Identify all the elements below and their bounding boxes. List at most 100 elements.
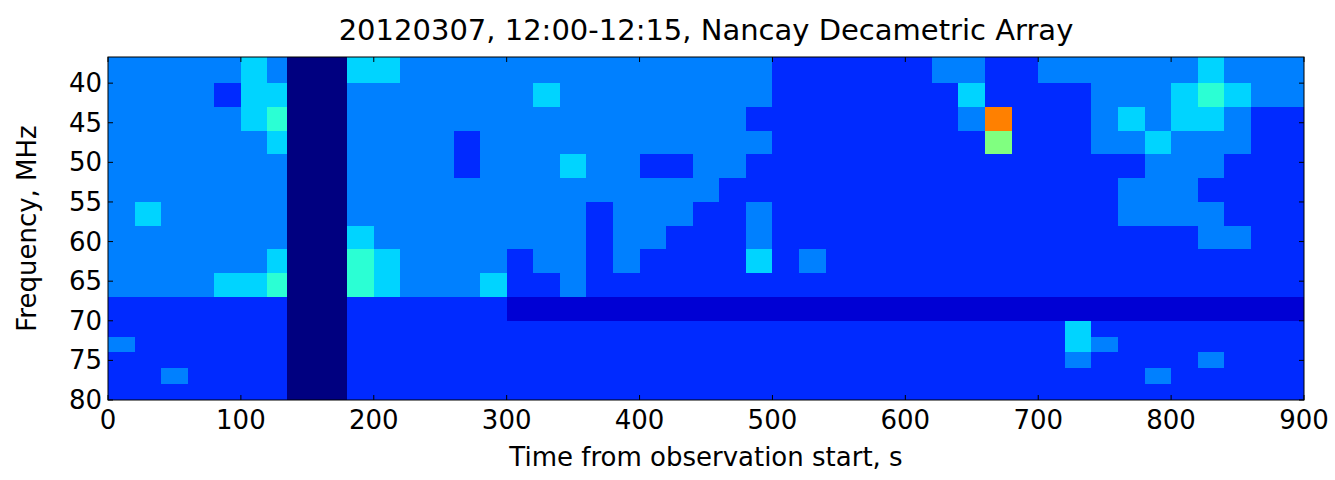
heatmap-cell	[135, 352, 162, 368]
heatmap-cell	[852, 321, 879, 337]
heatmap-cell	[879, 273, 906, 297]
heatmap-cell	[613, 273, 640, 297]
y-tick-label: 75	[69, 345, 102, 375]
y-tick-label: 45	[69, 108, 102, 138]
heatmap-cell	[135, 202, 162, 226]
heatmap-cell	[666, 321, 693, 337]
heatmap-cell	[666, 202, 693, 226]
heatmap-cell	[454, 57, 481, 84]
heatmap-cell	[1118, 337, 1145, 353]
heatmap-cell	[613, 202, 640, 226]
x-tick	[772, 395, 773, 400]
heatmap-cell	[188, 321, 215, 337]
heatmap-cell	[400, 107, 427, 131]
x-tick	[108, 395, 109, 400]
heatmap-cell	[772, 131, 799, 155]
heatmap-cell	[586, 352, 613, 368]
heatmap-cell	[932, 57, 959, 84]
heatmap-cell	[693, 297, 720, 321]
heatmap-cell	[267, 249, 288, 273]
heatmap-cell	[214, 321, 241, 337]
heatmap-cell	[1145, 297, 1172, 321]
heatmap-cell	[188, 131, 215, 155]
heatmap-cell	[400, 202, 427, 226]
heatmap-cell	[135, 249, 162, 273]
heatmap-cell	[852, 131, 879, 155]
heatmap-cell	[905, 107, 932, 131]
y-tick-label: 60	[69, 227, 102, 257]
heatmap-cell	[719, 249, 746, 273]
heatmap-cell	[1012, 297, 1039, 321]
heatmap-cell	[427, 297, 454, 321]
heatmap-cell	[1171, 297, 1198, 321]
heatmap-cell	[799, 226, 826, 250]
heatmap-cell	[533, 337, 560, 353]
heatmap-cell	[852, 297, 879, 321]
heatmap-cell	[1118, 297, 1145, 321]
heatmap-cell	[799, 297, 826, 321]
heatmap-cell	[932, 321, 959, 337]
heatmap-cell	[879, 178, 906, 202]
heatmap-cell	[188, 368, 215, 384]
heatmap-cell	[1277, 249, 1304, 273]
heatmap-cell	[400, 337, 427, 353]
heatmap-cell	[905, 384, 932, 400]
heatmap-cell	[932, 384, 959, 400]
heatmap-cell	[1118, 273, 1145, 297]
heatmap-cell	[533, 297, 560, 321]
heatmap-cell	[1038, 178, 1065, 202]
heatmap-cell	[879, 154, 906, 178]
heatmap-cell	[108, 154, 135, 178]
heatmap-cell	[932, 297, 959, 321]
heatmap-cell	[958, 83, 985, 107]
heatmap-cell	[135, 83, 162, 107]
heatmap-cell	[958, 384, 985, 400]
heatmap-cell	[1251, 368, 1278, 384]
heatmap-cell	[1091, 368, 1118, 384]
heatmap-cell	[135, 107, 162, 131]
heatmap-cell	[1012, 384, 1039, 400]
heatmap-cell	[400, 249, 427, 273]
heatmap-cell	[560, 226, 587, 250]
heatmap-cell	[241, 83, 268, 107]
heatmap-cell	[241, 226, 268, 250]
heatmap-cell	[507, 226, 534, 250]
heatmap-cell	[586, 226, 613, 250]
heatmap-cell	[241, 368, 268, 384]
heatmap-cell	[1251, 57, 1278, 84]
heatmap-cell	[1198, 131, 1225, 155]
heatmap-cell	[480, 384, 507, 400]
heatmap-cell	[826, 57, 853, 84]
heatmap-cell	[560, 273, 587, 297]
heatmap-cell	[161, 273, 188, 297]
heatmap-cell	[1038, 83, 1065, 107]
heatmap-cell	[533, 321, 560, 337]
heatmap-cell	[1251, 226, 1278, 250]
heatmap-cell	[852, 337, 879, 353]
heatmap-cell	[214, 337, 241, 353]
heatmap-cell	[560, 131, 587, 155]
y-tick	[108, 241, 113, 242]
heatmap-cell	[640, 273, 667, 297]
no-data-cell	[287, 368, 347, 384]
heatmap-cell	[374, 337, 401, 353]
x-tick-label: 100	[216, 405, 266, 435]
heatmap-cell	[214, 297, 241, 321]
heatmap-cell	[1251, 352, 1278, 368]
heatmap-cell	[400, 352, 427, 368]
heatmap-cell	[427, 154, 454, 178]
heatmap-cell	[400, 321, 427, 337]
heatmap-cell	[826, 154, 853, 178]
heatmap-cell	[108, 384, 135, 400]
heatmap-cell	[454, 226, 481, 250]
heatmap-cell	[267, 178, 288, 202]
heatmap-cell	[640, 83, 667, 107]
x-tick-label: 300	[482, 405, 532, 435]
heatmap-cell	[188, 107, 215, 131]
heatmap-cell	[267, 273, 288, 297]
heatmap-cell	[666, 337, 693, 353]
heatmap-cell	[480, 107, 507, 131]
heatmap-cell	[826, 226, 853, 250]
heatmap-cell	[135, 368, 162, 384]
x-tick-label: 900	[1279, 405, 1329, 435]
